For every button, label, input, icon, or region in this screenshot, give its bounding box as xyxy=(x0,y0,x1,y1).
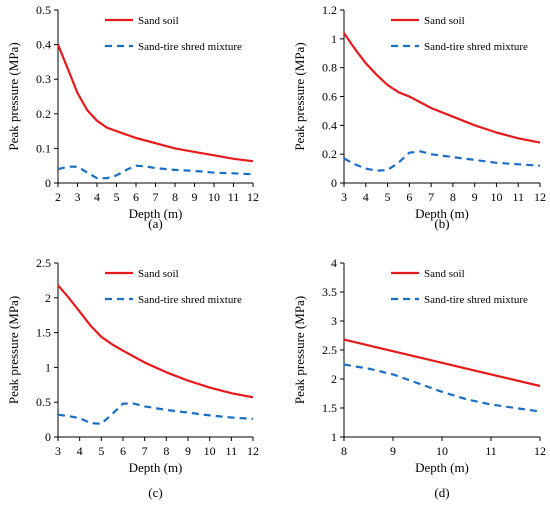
x-axis-label: Depth (m) xyxy=(129,206,183,221)
y-tick-label: 1.2 xyxy=(322,3,337,17)
x-tick-label: 8 xyxy=(172,190,178,204)
chart-panel-1: 0 0.1 0.2 0.3 0.4 0.5 2 3 4 5 6 7 8 9 10 11 12 Depth (m) P… xyxy=(6,3,259,231)
x-tick-label: 10 xyxy=(208,190,220,204)
x-tick-label: 12 xyxy=(534,190,546,204)
x-tick-label: 7 xyxy=(142,444,148,458)
legend-label: Sand-tire shred mixture xyxy=(424,41,528,53)
x-axis-label: Depth (m) xyxy=(415,206,469,221)
x-tick-label: 4 xyxy=(77,444,83,458)
y-tick-label: 0 xyxy=(331,176,337,190)
x-tick-label: 3 xyxy=(341,190,347,204)
x-tick-label: 3 xyxy=(75,190,81,204)
x-tick-label: 6 xyxy=(406,190,412,204)
series-line-sand-soil xyxy=(343,338,541,388)
y-axis-label: Peak pressure (MPa) xyxy=(292,296,307,404)
x-tick-label: 11 xyxy=(485,444,497,458)
x-tick-label: 4 xyxy=(94,190,100,204)
y-tick-label: 0.4 xyxy=(322,118,337,132)
x-tick-label: 6 xyxy=(120,444,126,458)
x-tick-label: 9 xyxy=(185,444,191,458)
series-line-sand-tire-mixture xyxy=(343,150,541,172)
panel-caption: (c) xyxy=(148,485,162,500)
panel-caption: (b) xyxy=(434,216,449,231)
y-tick-label: 2.5 xyxy=(36,256,51,270)
y-axis-label: Peak pressure (MPa) xyxy=(6,296,21,404)
x-tick-label: 10 xyxy=(204,444,216,458)
x-axis-label: Depth (m) xyxy=(415,460,469,475)
x-tick-label: 11 xyxy=(228,190,240,204)
legend-label: Sand soil xyxy=(138,15,179,27)
y-tick-label: 1.5 xyxy=(322,401,337,415)
chart-panel-4: 1 1.5 2 2.5 3 3.5 4 8 9 10 11 12 Depth (m) Peak press… xyxy=(292,256,546,500)
x-tick-label: 12 xyxy=(247,444,259,458)
series-line-sand-soil xyxy=(343,32,541,144)
legend-label: Sand soil xyxy=(424,15,465,27)
legend-label: Sand soil xyxy=(138,268,179,280)
y-tick-label: 0.3 xyxy=(36,72,51,86)
legend-label: Sand-tire shred mixture xyxy=(424,294,528,306)
x-axis-label: Depth (m) xyxy=(129,460,183,475)
x-tick-label: 5 xyxy=(114,190,120,204)
panel-caption: (d) xyxy=(434,485,449,500)
x-tick-label: 3 xyxy=(55,444,61,458)
x-tick-label: 8 xyxy=(163,444,169,458)
x-tick-label: 6 xyxy=(133,190,139,204)
x-tick-label: 2 xyxy=(55,190,61,204)
legend-label: Sand soil xyxy=(424,268,465,280)
y-tick-label: 0.2 xyxy=(36,107,51,121)
panel-caption: (a) xyxy=(148,216,162,231)
y-tick-label: 0.6 xyxy=(322,90,337,104)
series-line-sand-tire-mixture xyxy=(57,164,254,180)
y-tick-label: 0.1 xyxy=(36,141,51,155)
y-tick-label: 4 xyxy=(331,256,337,270)
x-tick-label: 9 xyxy=(472,190,478,204)
x-tick-label: 12 xyxy=(534,444,546,458)
y-axis-label: Peak pressure (MPa) xyxy=(6,42,21,150)
y-axis-label: Peak pressure (MPa) xyxy=(292,42,307,150)
series-line-sand-soil xyxy=(56,44,254,163)
y-tick-label: 3.5 xyxy=(322,285,337,299)
y-tick-label: 1 xyxy=(331,32,337,46)
y-tick-label: 1 xyxy=(45,360,51,374)
x-tick-label: 11 xyxy=(512,190,524,204)
x-tick-label: 7 xyxy=(153,190,159,204)
x-tick-label: 11 xyxy=(226,444,238,458)
x-tick-label: 8 xyxy=(341,444,347,458)
y-tick-label: 2.5 xyxy=(322,343,337,357)
legend-label: Sand-tire shred mixture xyxy=(138,41,242,53)
y-tick-label: 2 xyxy=(331,372,337,386)
legend-label: Sand-tire shred mixture xyxy=(138,294,242,306)
y-tick-label: 0 xyxy=(45,176,51,190)
y-tick-label: 0.5 xyxy=(36,395,51,409)
y-tick-label: 3 xyxy=(331,314,337,328)
x-tick-label: 5 xyxy=(385,190,391,204)
y-tick-label: 1 xyxy=(331,430,337,444)
series-line-sand-soil xyxy=(57,284,254,399)
x-tick-label: 9 xyxy=(390,444,396,458)
y-tick-label: 0.4 xyxy=(36,38,51,52)
y-tick-label: 0.8 xyxy=(322,61,337,75)
x-tick-label: 8 xyxy=(450,190,456,204)
x-tick-label: 10 xyxy=(436,444,448,458)
series-line-sand-tire-mixture xyxy=(343,363,541,413)
x-tick-label: 7 xyxy=(428,190,434,204)
chart-panel-3: 0 0.5 1 1.5 2 2.5 3 4 5 6 7 8 9 10 11 12 Depth (m) Peak p… xyxy=(6,256,259,500)
x-tick-label: 10 xyxy=(490,190,502,204)
x-tick-label: 5 xyxy=(98,444,104,458)
x-tick-label: 12 xyxy=(247,190,259,204)
y-tick-label: 2 xyxy=(45,291,51,305)
series-line-sand-tire-mixture xyxy=(57,402,254,425)
y-tick-label: 1.5 xyxy=(36,326,51,340)
chart-panel-2: 0 0.2 0.4 0.6 0.8 1 1.2 3 4 5 6 7 8 9 10 11 12 Depth (m) P… xyxy=(292,3,546,231)
y-tick-label: 0.5 xyxy=(36,3,51,17)
x-tick-label: 9 xyxy=(192,190,198,204)
y-tick-label: 0 xyxy=(45,430,51,444)
x-tick-label: 4 xyxy=(363,190,369,204)
y-tick-label: 0.2 xyxy=(322,147,337,161)
